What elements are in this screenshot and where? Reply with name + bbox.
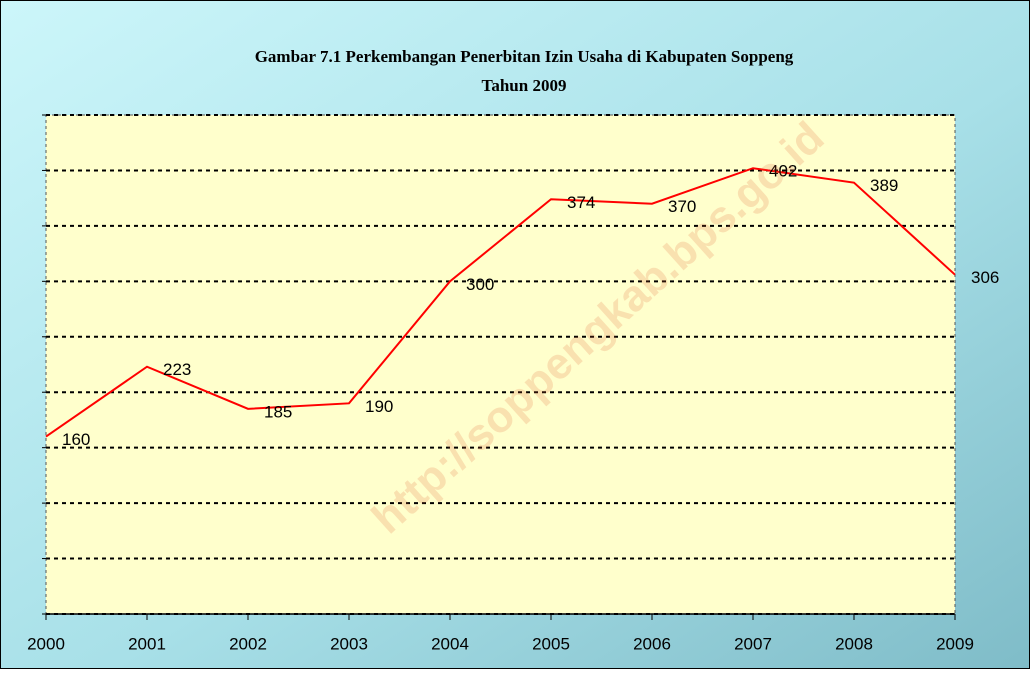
data-label: 389	[870, 176, 898, 195]
chart-subtitle: Tahun 2009	[482, 76, 567, 95]
x-tick-label: 2002	[229, 634, 267, 653]
x-tick-label: 2005	[532, 634, 570, 653]
x-tick-label: 2006	[633, 634, 671, 653]
data-label: 185	[264, 402, 292, 421]
x-tick-label: 2008	[835, 634, 873, 653]
data-label: 402	[769, 162, 797, 181]
x-tick-label: 2004	[431, 634, 469, 653]
data-label: 306	[971, 268, 999, 287]
data-label: 374	[567, 193, 595, 212]
data-label: 300	[466, 275, 494, 294]
plot-area	[45, 114, 956, 615]
data-label: 160	[62, 430, 90, 449]
x-tick-label: 2009	[936, 634, 974, 653]
x-tick-label: 2000	[27, 634, 65, 653]
x-tick-label: 2003	[330, 634, 368, 653]
line	[45, 167, 956, 438]
chart-title: Gambar 7.1 Perkembangan Penerbitan Izin …	[255, 47, 794, 66]
series: 160 223 185 190 300 374 370 402 389 306	[45, 162, 999, 449]
data-label: 370	[668, 197, 696, 216]
x-tick-label: 2001	[128, 634, 166, 653]
data-label: 223	[163, 360, 191, 379]
x-tick-label: 2007	[734, 634, 772, 653]
grid: 2000 2001 2002 2003 2004 2005 2006 2007 2008 2009	[27, 114, 974, 653]
data-label: 190	[365, 397, 393, 416]
